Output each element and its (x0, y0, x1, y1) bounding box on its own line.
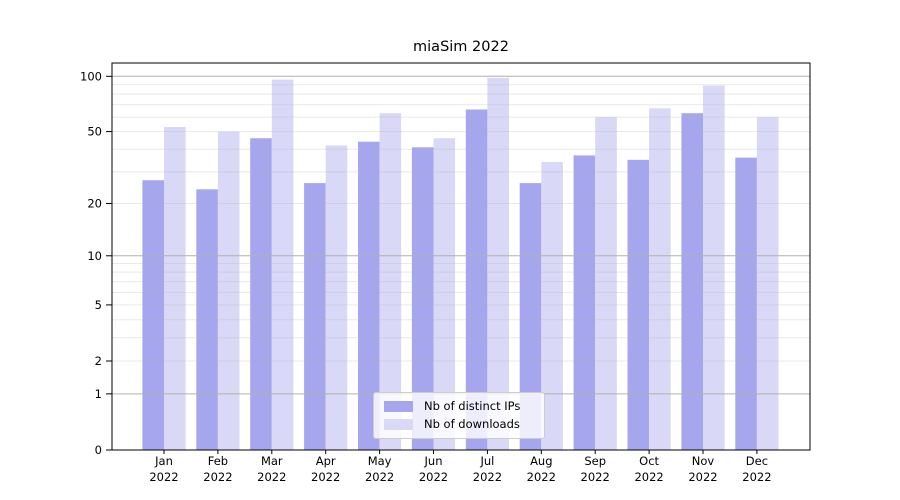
x-tick-label-nov: Nov 2022 (688, 454, 717, 484)
x-tick-label-aug: Aug 2022 (527, 454, 556, 484)
legend-label-distinct-ips: Nb of distinct IPs (424, 399, 521, 413)
y-tick-label-1: 1 (95, 387, 102, 401)
y-tick-label-10: 10 (87, 249, 102, 263)
x-tick-label-feb: Feb 2022 (203, 454, 232, 484)
bar-feb-downloads (217, 131, 240, 450)
y-tick-label-5: 5 (95, 298, 102, 312)
legend-item-distinct-ips: Nb of distinct IPs (374, 399, 544, 413)
plot-border (111, 62, 811, 451)
bar-may-downloads (379, 113, 402, 450)
x-tick-label-jul: Jul 2022 (473, 454, 502, 484)
bar-aug-distinct-ips (519, 183, 542, 450)
axes-layer: 0 1 2 5 10 20 50 100 Jan 2022 Feb 2022 Mar 2022 Apr 202… (80, 62, 811, 484)
bar-nov-distinct-ips (681, 113, 703, 450)
y-tick-label-0: 0 (95, 443, 102, 457)
legend-swatch-distinct-ips (384, 401, 413, 413)
x-tick-label-oct: Oct 2022 (634, 454, 663, 484)
bar-jan-downloads (164, 127, 186, 450)
y-tick-label-20: 20 (87, 197, 102, 211)
bar-aug-downloads (541, 162, 563, 450)
legend-swatch-downloads (384, 418, 413, 430)
bar-mar-downloads (271, 79, 294, 450)
bar-feb-distinct-ips (196, 189, 218, 451)
bar-apr-downloads (325, 145, 348, 450)
bar-oct-downloads (649, 108, 671, 451)
bar-jan-distinct-ips (142, 180, 164, 450)
x-tick-label-sep: Sep 2022 (581, 454, 610, 484)
bar-sep-distinct-ips (573, 155, 596, 450)
legend: Nb of distinct IPs Nb of downloads (373, 392, 545, 439)
x-tick-label-dec: Dec 2022 (742, 454, 771, 484)
bar-jul-distinct-ips (465, 109, 488, 450)
bar-jun-downloads (433, 138, 456, 450)
bar-sep-downloads (595, 117, 617, 450)
y-tick-label-50: 50 (87, 125, 102, 139)
bar-oct-distinct-ips (627, 159, 650, 451)
bar-may-distinct-ips (358, 141, 380, 450)
legend-item-downloads: Nb of downloads (374, 416, 544, 431)
chart-title: miaSim 2022 (413, 39, 509, 55)
x-tick-label-mar: Mar 2022 (257, 454, 286, 484)
bar-dec-distinct-ips (735, 157, 757, 450)
bars-layer (142, 77, 779, 451)
bar-mar-distinct-ips (250, 138, 272, 450)
x-tick-label-jun: Jun 2022 (419, 454, 448, 484)
x-tick-label-apr: Apr 2022 (311, 454, 340, 484)
x-tick-label-jan: Jan 2022 (149, 454, 178, 484)
bar-apr-distinct-ips (304, 183, 326, 450)
grid-layer (112, 75, 810, 395)
bar-jun-distinct-ips (411, 147, 434, 451)
bar-jul-downloads (487, 77, 509, 451)
y-tick-label-2: 2 (95, 354, 102, 368)
y-tick-label-100: 100 (80, 69, 102, 83)
bar-dec-downloads (756, 117, 779, 450)
legend-label-downloads: Nb of downloads (424, 416, 520, 431)
bar-nov-downloads (703, 85, 725, 450)
x-tick-label-may: May 2022 (365, 454, 394, 484)
